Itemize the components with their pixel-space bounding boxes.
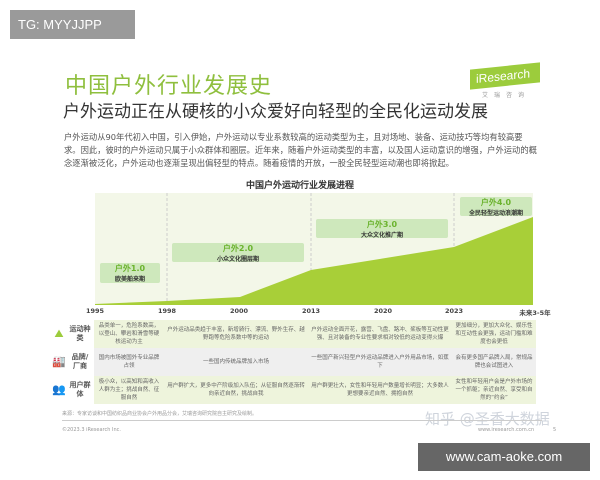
chart-title: 中国户外运动行业发展进程 [245, 181, 354, 191]
comparison-table: ⛰ 运动种类 品类单一，危险系数高，以登山、攀岩和滑雪等硬核运动为主 户外运动品… [52, 320, 536, 404]
table-row: ⛰ 运动种类 品类单一，危险系数高，以登山、攀岩和滑雪等硬核运动为主 户外运动品… [52, 320, 536, 348]
table-cell: 更加细分，更加大众化、娱乐性和互动性会更强，运动门槛和难度也会更低 [452, 320, 536, 348]
source-note: 来源：专家访谈和中国纺织品商业协会户外用品分会，艾瑞咨询研究院自主研究及绘制。 [62, 411, 258, 417]
x-label: 2023 [444, 307, 464, 315]
intro-paragraph: 户外运动从90年代初入中国，引入伊始，户外运动以专业系数较高的运动类型为主，且对… [64, 132, 537, 168]
stage-4-name: 户外4.0 [480, 198, 512, 207]
table-cell: 户外运动品类趋于丰富，新增骑行、漂流、野外生存、越野跑等危险系数中等的运动 [164, 320, 308, 348]
hiking-icon: ⛰ [54, 327, 64, 340]
x-label: 未来3-5年 [519, 309, 551, 317]
site-url: www.iresearch.com.cn [478, 427, 535, 433]
stage-2-name: 户外2.0 [222, 244, 254, 253]
users-icon: 👥 [52, 383, 66, 396]
stage-3: 户外3.0 大众文化推广期 [316, 219, 448, 239]
stage-4: 户外4.0 全民轻型运动浪潮期 [460, 197, 532, 217]
watermark-cam: www.cam-aoke.com [418, 443, 590, 471]
page-subtitle: 户外运动正在从硬核的小众爱好向轻型的全民化运动发展 [63, 102, 488, 122]
page-number: 5 [553, 427, 557, 433]
table-cell: 品类单一，危险系数高，以登山、攀岩和滑雪等硬核运动为主 [94, 320, 164, 348]
stage-1-name: 户外1.0 [114, 264, 146, 273]
stage-3-desc: 大众文化推广期 [360, 232, 403, 239]
copyright: ©2023.3 iResearch Inc. [62, 427, 121, 433]
x-label: 2020 [373, 307, 393, 315]
x-label: 2000 [229, 307, 249, 315]
row-label: 品牌/厂商 [71, 353, 89, 370]
stage-3-name: 户外3.0 [366, 220, 398, 229]
x-label: 1995 [85, 307, 105, 315]
stage-1-desc: 欧美舶来期 [114, 276, 145, 283]
stage-4-desc: 全民轻型运动浪潮期 [468, 210, 523, 217]
iresearch-logo-sub: 艾瑞咨询 [482, 92, 531, 99]
stage-1: 户外1.0 欧美舶来期 [100, 263, 160, 283]
x-label: 2013 [301, 307, 321, 315]
watermark-tg: TG: MYYJJPP [10, 10, 135, 39]
brand-icon: 🏭 [52, 355, 66, 368]
x-label: 1998 [157, 307, 177, 315]
table-cell: 一些国内传统品牌加入市场 [164, 348, 308, 376]
table-row: 🏭 品牌/厂商 国内市场被国外专业品牌占领 一些国内传统品牌加入市场 一些国产新… [52, 348, 536, 376]
table-cell: 女性和年轻用户会是户外市场的一个抓躯；亲近自然、享受和自然的“约会” [452, 376, 536, 404]
stage-2: 户外2.0 小众文化圈层期 [172, 243, 304, 263]
stage-2-desc: 小众文化圈层期 [216, 256, 259, 263]
table-row: 👥 用户群体 极小众，以高知和高收入人群为主；挑战自然、征服自然 用户群扩大，更… [52, 376, 536, 404]
page-title: 中国户外行业发展史 [65, 74, 273, 99]
table-cell: 用户群扩大，更多中产阶级加入队伍；从征服自然逐渐转向亲近自然，挑战自我 [164, 376, 308, 404]
row-label: 运动种类 [69, 325, 91, 342]
footer-divider [62, 420, 542, 421]
watermark-zhihu: 知乎 @圣香大数据 [425, 410, 550, 428]
table-cell: 户外运动全面开花，露营、飞盘、路冲、桨板等互动性更强、且对装备的专业性要求相对较… [308, 320, 452, 348]
table-cell: 国内市场被国外专业品牌占领 [94, 348, 164, 376]
table-cell: 用户群更壮大，女性和年轻用户数量增长明显；大多数人更想要亲近自然、拥抱自然 [308, 376, 452, 404]
table-cell: 极小众，以高知和高收入人群为主；挑战自然、征服自然 [94, 376, 164, 404]
row-label: 用户群体 [69, 381, 91, 398]
table-cell: 会有更多国产品牌入局，常规品牌也会试图进入 [452, 348, 536, 376]
table-cell: 一些国产新兴轻型户外运动品牌进入户外用品市场，如蕉下 [308, 348, 452, 376]
growth-area [95, 217, 533, 305]
